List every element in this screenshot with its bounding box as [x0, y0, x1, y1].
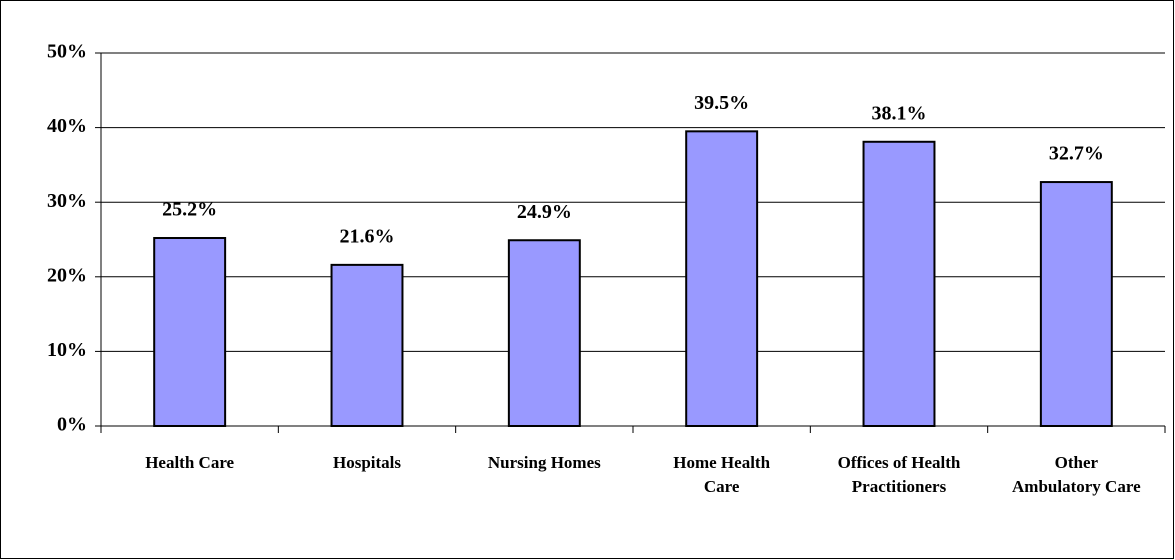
value-label: 38.1%	[872, 102, 927, 124]
y-tick-label: 0%	[57, 414, 87, 436]
y-tick-label: 20%	[47, 264, 87, 286]
bar	[685, 130, 759, 428]
y-tick-label: 30%	[47, 190, 87, 212]
y-tick-label: 40%	[47, 115, 87, 137]
x-tick-label: Nursing Homes	[487, 453, 601, 472]
x-tick-label: Other Ambulatory Care	[1012, 453, 1141, 496]
bar	[330, 263, 404, 428]
value-label: 39.5%	[694, 92, 749, 114]
y-tick-label: 50%	[47, 41, 87, 63]
bar	[1039, 181, 1113, 427]
x-tick-label: Offices of Health Practitioners	[837, 453, 961, 496]
x-tick-label: Hospitals	[332, 453, 402, 472]
bar	[862, 140, 936, 428]
value-label: 24.9%	[517, 201, 572, 223]
bar	[507, 239, 581, 427]
value-label: 21.6%	[340, 225, 395, 247]
value-label: 25.2%	[162, 199, 217, 221]
bar	[153, 237, 227, 427]
value-label: 32.7%	[1049, 143, 1104, 165]
x-tick-label: Health Care	[145, 453, 235, 472]
x-tick-label: Home Health Care	[673, 453, 771, 496]
y-tick-label: 10%	[47, 339, 87, 361]
